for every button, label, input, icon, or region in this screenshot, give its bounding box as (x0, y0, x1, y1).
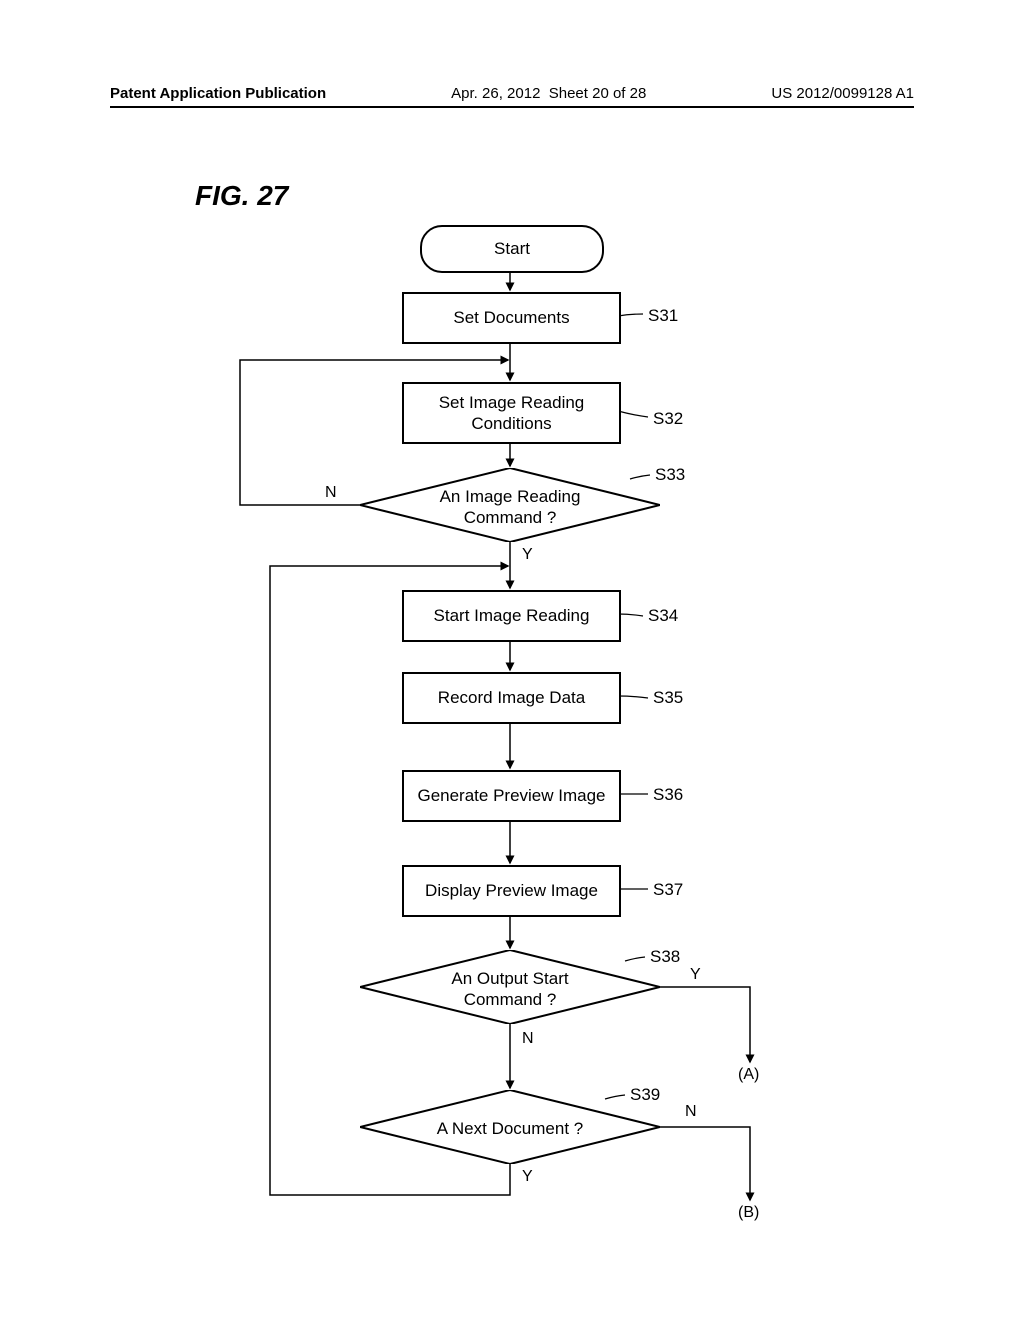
label-s36: S36 (653, 785, 683, 805)
node-s33: An Image Reading Command ? (360, 468, 660, 542)
figure-label: FIG. 27 (195, 180, 288, 212)
node-s35: Record Image Data (402, 672, 621, 724)
branch-s33-no: N (325, 484, 337, 502)
node-s34: Start Image Reading (402, 590, 621, 642)
header-center: Apr. 26, 2012 Sheet 20 of 28 (451, 85, 646, 102)
label-s37: S37 (653, 880, 683, 900)
branch-s39-yes: Y (522, 1168, 533, 1186)
node-s32-text: Set Image Reading Conditions (439, 392, 585, 435)
node-s39: A Next Document ? (360, 1090, 660, 1164)
node-start-text: Start (494, 238, 530, 259)
node-s37: Display Preview Image (402, 865, 621, 917)
label-s39: S39 (630, 1085, 660, 1105)
node-s36-text: Generate Preview Image (417, 785, 605, 806)
node-s36: Generate Preview Image (402, 770, 621, 822)
node-s39-text: A Next Document ? (360, 1118, 660, 1139)
branch-s38-yes: Y (690, 966, 701, 984)
node-s32: Set Image Reading Conditions (402, 382, 621, 444)
flowchart-canvas: Start Set Documents S31 Set Image Readin… (110, 210, 910, 1260)
node-s38-text: An Output Start Command ? (360, 968, 660, 1011)
node-s31: Set Documents (402, 292, 621, 344)
page-header: Patent Application Publication Apr. 26, … (110, 85, 914, 108)
node-s31-text: Set Documents (453, 307, 569, 328)
branch-s39-no: N (685, 1103, 697, 1121)
label-s35: S35 (653, 688, 683, 708)
node-s38: An Output Start Command ? (360, 950, 660, 1024)
node-s35-text: Record Image Data (438, 687, 585, 708)
node-s34-text: Start Image Reading (434, 605, 590, 626)
label-s32: S32 (653, 409, 683, 429)
connector-a: (A) (738, 1066, 759, 1084)
label-s31: S31 (648, 306, 678, 326)
header-right: US 2012/0099128 A1 (771, 85, 914, 102)
node-s33-text: An Image Reading Command ? (360, 486, 660, 529)
node-start: Start (420, 225, 604, 273)
header-left: Patent Application Publication (110, 85, 326, 102)
node-s37-text: Display Preview Image (425, 880, 598, 901)
branch-s33-yes: Y (522, 546, 533, 564)
label-s33: S33 (655, 465, 685, 485)
connector-b: (B) (738, 1204, 759, 1222)
branch-s38-no: N (522, 1030, 534, 1048)
label-s38: S38 (650, 947, 680, 967)
label-s34: S34 (648, 606, 678, 626)
